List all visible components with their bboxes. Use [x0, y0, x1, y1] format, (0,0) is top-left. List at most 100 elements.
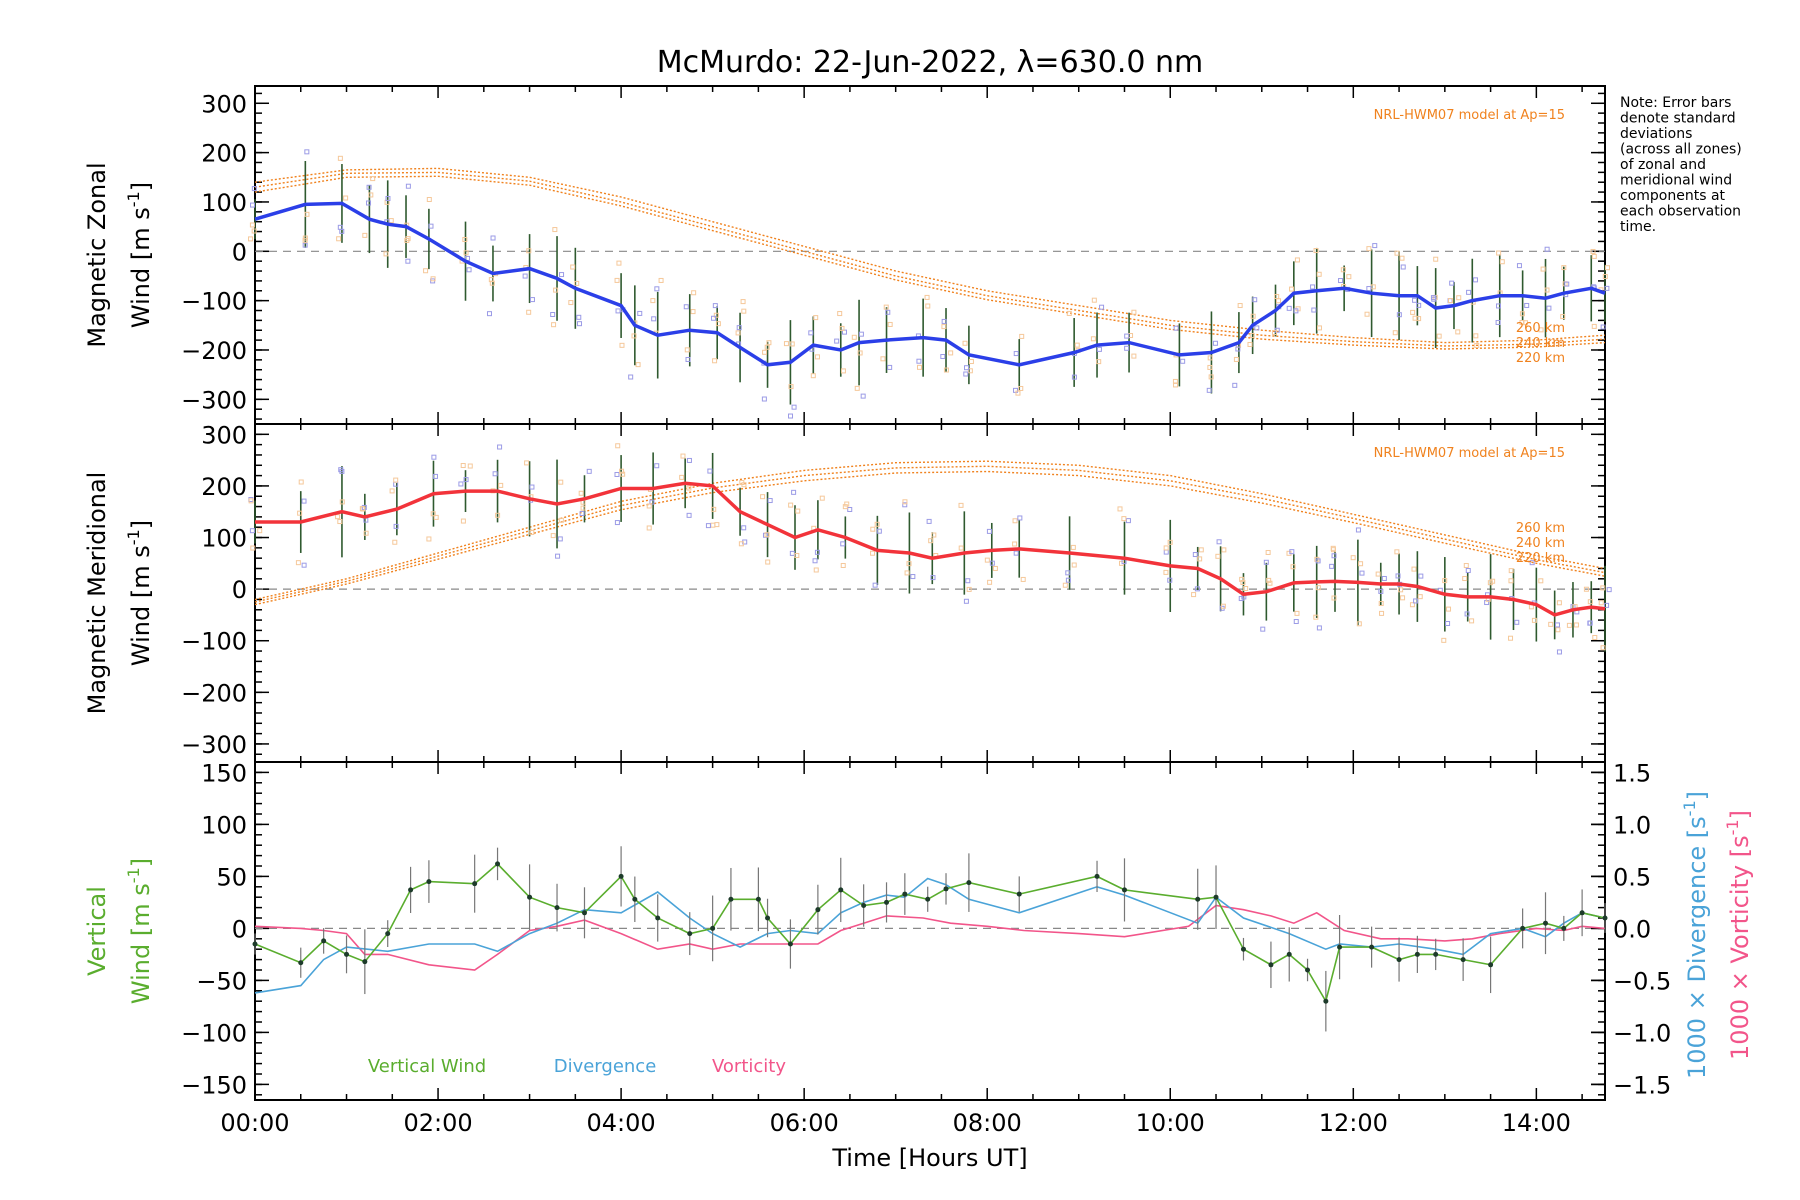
vertical-panel: 150 100 50 0 −50 −100 −150 1.5 1.0 0.5 0.0 −0.5 −1.0…: [181, 759, 1671, 1100]
zone-sample: [1448, 298, 1454, 304]
zone-sample: [614, 520, 620, 526]
zone-sample: [460, 463, 466, 469]
zone-sample: [788, 502, 794, 508]
zone-sample: [1355, 527, 1361, 533]
zone-sample: [302, 242, 308, 248]
zone-sample: [558, 517, 564, 523]
zone-sample: [1378, 588, 1384, 594]
zone-sample: [1240, 579, 1246, 585]
zone-sample: [1366, 246, 1372, 252]
model-label: NRL-HWM07 model at Ap=15: [1374, 108, 1565, 123]
zone-sample: [685, 356, 691, 362]
zone-sample: [423, 268, 429, 274]
zone-sample: [941, 324, 947, 330]
y2-tick-label: −1.0: [1613, 1019, 1671, 1047]
zone-sample: [1191, 592, 1197, 598]
x-tick-label: 06:00: [770, 1109, 839, 1137]
zone-sample: [297, 510, 303, 516]
zone-sample: [1121, 516, 1127, 522]
zone-sample: [1239, 576, 1245, 582]
zone-sample: [1215, 553, 1221, 559]
zone-sample: [1474, 342, 1480, 348]
vertical-wind-point: [1561, 925, 1567, 931]
zone-sample: [1252, 297, 1258, 303]
zone-sample: [615, 443, 621, 449]
zone-sample: [619, 468, 625, 474]
zone-sample: [1544, 246, 1550, 252]
zone-sample: [1096, 346, 1102, 352]
zone-sample: [1379, 610, 1385, 616]
zone-sample: [958, 502, 964, 508]
zone-sample: [931, 532, 937, 538]
zone-sample: [712, 358, 718, 364]
zone-sample: [992, 565, 998, 571]
zone-sample: [529, 529, 535, 535]
vorticity-line: [254, 904, 1606, 971]
zone-sample: [526, 309, 532, 315]
vertical-wind-point: [408, 887, 414, 893]
zone-sample: [1263, 559, 1269, 565]
model-curve-260-km: [254, 167, 1606, 344]
zone-sample: [1566, 622, 1572, 628]
zone-sample: [497, 444, 503, 450]
zone-sample: [1412, 297, 1418, 303]
y-tick-label: 0: [232, 915, 247, 943]
zone-sample: [1286, 305, 1292, 311]
note-line: deviations: [1620, 126, 1692, 142]
zone-sample: [463, 477, 469, 483]
zone-sample: [359, 506, 365, 512]
y-tick-label: −100: [181, 628, 247, 656]
legend-divergence: Divergence: [554, 1056, 657, 1077]
zone-sample: [615, 308, 621, 314]
zone-sample: [366, 184, 372, 190]
zone-sample: [925, 303, 931, 309]
zone-sample: [958, 545, 964, 551]
zone-sample: [1062, 582, 1068, 588]
zone-sample: [714, 522, 720, 528]
zone-sample: [392, 539, 398, 545]
zone-sample: [620, 471, 626, 477]
vertical-wind-point: [884, 899, 890, 905]
zone-sample: [1604, 602, 1610, 608]
zone-sample: [1197, 556, 1203, 562]
zone-sample: [1017, 515, 1023, 521]
zone-sample: [691, 290, 697, 296]
zone-sample: [1524, 302, 1530, 308]
vertical-wind-point: [1016, 891, 1022, 897]
zonal-line: [254, 201, 1606, 367]
altitude-label: 220 km: [1516, 351, 1565, 366]
vertical-wind-point: [1305, 967, 1311, 973]
zone-sample: [876, 528, 882, 534]
zone-sample: [1531, 617, 1537, 623]
zone-sample: [1124, 345, 1130, 351]
zone-sample: [812, 558, 818, 564]
zone-sample: [1220, 603, 1226, 609]
zone-sample: [1463, 563, 1469, 569]
vertical-wind-point: [765, 915, 771, 921]
zone-sample: [1600, 645, 1606, 651]
zone-sample: [362, 232, 368, 238]
zone-sample: [1313, 614, 1319, 620]
zone-sample: [495, 512, 501, 518]
zone-sample: [1216, 539, 1222, 545]
altitude-label: 240 km: [1516, 536, 1565, 551]
zone-sample: [366, 200, 372, 206]
zone-sample: [711, 315, 717, 321]
zone-sample: [1600, 324, 1606, 330]
vertical-wind-line: [254, 862, 1606, 1004]
zone-sample: [940, 354, 946, 360]
zone-sample: [1330, 547, 1336, 553]
vertical-wind-point: [1543, 920, 1549, 926]
zone-sample: [302, 237, 308, 243]
zone-sample: [1455, 329, 1461, 335]
y-tick-label: 200: [201, 473, 247, 501]
zone-sample: [250, 545, 256, 551]
model-curve-220-km: [254, 175, 1606, 350]
zone-sample: [1409, 602, 1415, 608]
zonal-panel: 300 200 100 0 −100 −200 −300 NRL-HWM07 model at…: [181, 86, 1610, 424]
vertical-wind-point: [966, 880, 972, 886]
zone-sample: [963, 598, 969, 604]
zone-sample: [393, 477, 399, 483]
zone-sample: [984, 557, 990, 563]
vertical-wind-point: [554, 905, 560, 911]
